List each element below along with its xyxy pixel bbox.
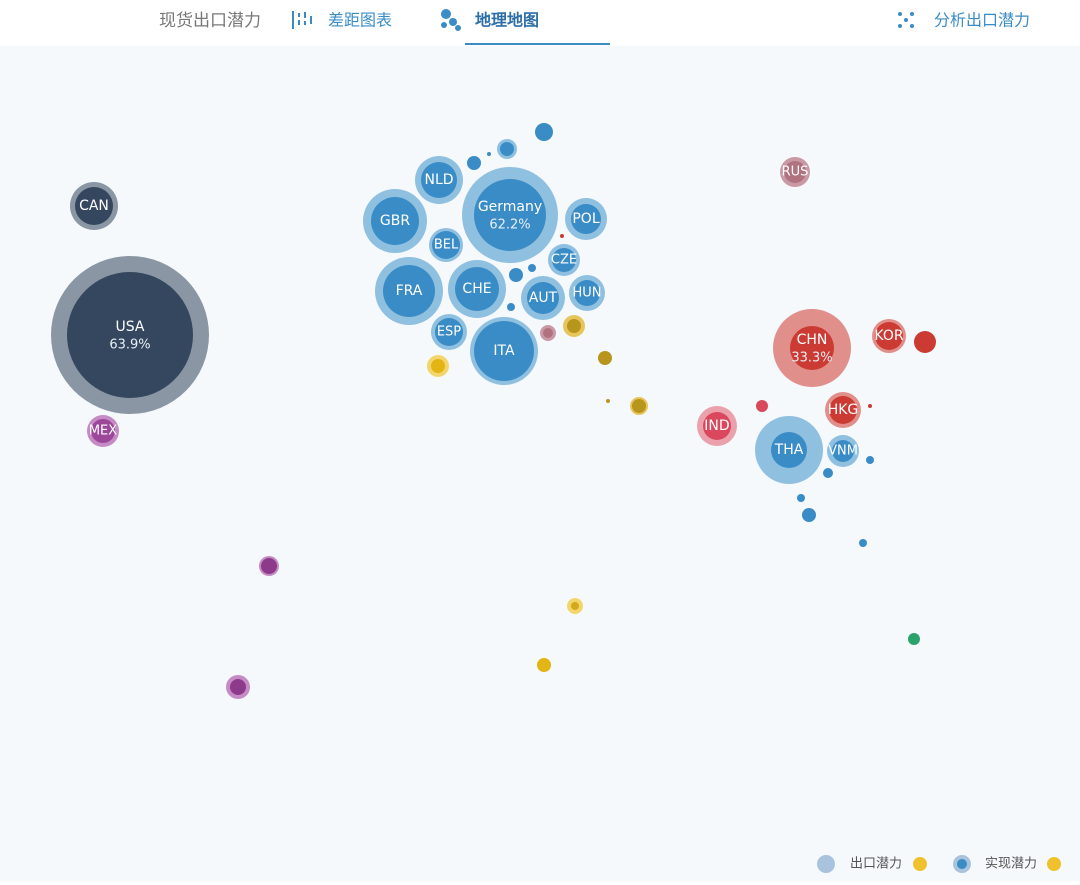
tab-label[interactable]: 地理地图 [475,11,539,30]
country-label: FRA [396,283,423,299]
country-label: HKG [828,402,859,418]
country-bubble[interactable]: ITA [470,317,538,385]
realized-core [455,267,499,311]
tab-icon [292,11,312,29]
tab-label[interactable]: 差距图表 [328,11,392,30]
country-bubble[interactable]: Germany 62.2% [462,167,558,263]
realized-core [771,432,807,468]
map-background [0,46,1080,881]
country-label: HUN [572,286,601,301]
country-bubble[interactable]: RUS [780,157,810,187]
realized-core [790,326,834,370]
active-tab-underline [465,43,610,45]
realized-core [383,265,435,317]
country-percent: 62.2% [489,218,530,233]
help-icon[interactable] [913,857,927,871]
country-label: CZE [551,253,577,268]
tab[interactable]: 地理地图 [441,9,610,45]
realized-core [574,280,600,306]
country-label: CHN [797,332,828,348]
country-label: Germany [478,199,542,215]
realized-core [875,322,903,350]
realized-core [527,282,559,314]
country-label: GBR [380,213,410,229]
realized-core [371,197,419,245]
country-percent: 33.3% [791,351,832,366]
legend-label: 出口潜力 [850,857,902,872]
country-bubble[interactable]: AUT [521,276,565,320]
tab[interactable]: 现货出口潜力 [159,11,261,31]
realized-core [75,187,113,225]
realized-core [784,161,806,183]
country-bubble[interactable]: ESP [431,314,467,350]
tab-label[interactable]: 分析出口潜力 [934,11,1030,30]
country-label: BEL [434,238,459,253]
country-bubble[interactable]: CZE [548,244,580,276]
country-bubble[interactable]: HUN [569,275,605,311]
country-bubble[interactable]: FRA [375,257,443,325]
realized-core [703,412,731,440]
realized-core [421,162,457,198]
country-label: VNM [828,444,858,459]
country-bubble[interactable]: CAN [70,182,118,230]
legend-swatch [817,855,835,873]
tab[interactable]: 分析出口潜力 [898,11,1030,30]
country-label: CAN [79,198,109,214]
country-label: POL [572,211,599,227]
realized-core [474,321,534,381]
legend-swatch-inner [957,859,967,869]
country-label: NLD [424,172,453,188]
country-bubble[interactable]: BEL [429,228,463,262]
realized-core [67,272,193,398]
country-label: ESP [437,325,461,340]
tab-bar [0,0,1080,46]
country-bubble[interactable]: HKG [825,392,861,428]
realized-core [432,231,460,259]
country-bubble[interactable]: THA [755,416,823,484]
country-bubble[interactable]: NLD [415,156,463,204]
tab-label[interactable]: 现货出口潜力 [159,11,261,31]
country-label: MEX [89,424,117,439]
legend-item[interactable]: 实现潜力 [953,855,1061,873]
country-label: USA [116,319,145,335]
country-bubble[interactable]: KOR [872,319,906,353]
realized-core [552,248,576,272]
help-icon[interactable] [1047,857,1061,871]
country-bubble[interactable]: POL [565,198,607,240]
country-bubble[interactable]: CHN 33.3% [773,309,851,387]
realized-core [571,204,601,234]
country-bubble[interactable]: USA 63.9% [51,256,209,414]
labeled-bubbles: USA 63.9% Germany 62.2% CHN 33.3% CAN MEX NLD GBR… [51,156,906,484]
realized-core [829,396,857,424]
country-bubble[interactable]: CHE [448,260,506,318]
country-bubble[interactable]: VNM [827,435,859,467]
country-label: AUT [529,290,558,306]
realized-core [91,419,115,443]
tab[interactable]: 差距图表 [292,11,392,30]
country-bubble[interactable]: IND [697,406,737,446]
country-bubble[interactable]: MEX [87,415,119,447]
country-bubble[interactable]: GBR [363,189,427,253]
country-label: CHE [462,281,491,297]
legend-item[interactable]: 出口潜力 [817,855,927,873]
realized-core [832,440,854,462]
country-label: KOR [874,328,903,344]
country-label: IND [704,418,729,434]
tab-icon [898,12,914,28]
realized-core [474,179,546,251]
tab-icon [441,9,461,31]
country-label: RUS [782,165,809,180]
country-label: ITA [493,343,515,359]
country-percent: 63.9% [109,338,150,353]
legend-label: 实现潜力 [985,857,1037,872]
small-bubbles [226,123,936,699]
legend: 出口潜力 实现潜力 [817,855,1061,873]
country-label: THA [774,442,804,458]
realized-core [435,318,463,346]
